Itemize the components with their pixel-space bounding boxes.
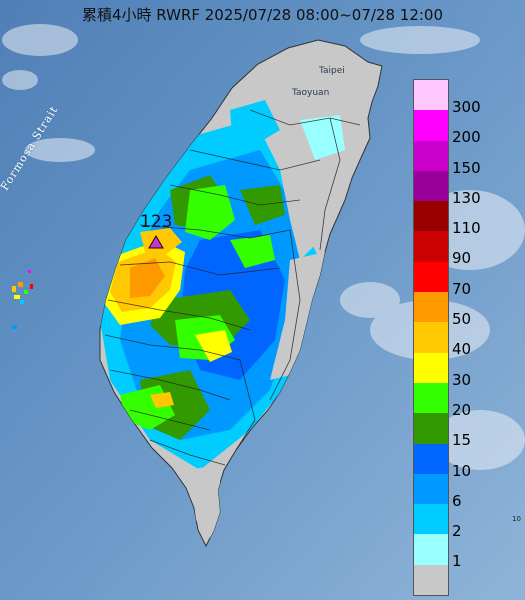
legend-label: 150: [452, 158, 481, 177]
legend-swatch: [414, 322, 448, 353]
legend-swatch: [414, 140, 448, 171]
legend-label: 15: [452, 431, 472, 450]
legend-swatch: [414, 382, 448, 414]
color-legend: [413, 79, 449, 597]
rainfall-field: [100, 60, 370, 540]
legend-label: 130: [452, 188, 481, 207]
legend-label: 6: [452, 491, 462, 510]
legend-label: 2: [452, 522, 462, 541]
penghu-islands: [12, 270, 33, 329]
legend-swatch: [414, 473, 448, 505]
legend-swatch: [414, 292, 448, 323]
legend-swatch: [414, 443, 448, 474]
legend-labels: 300 200 150 130 110 90 70 50 40 30 20 15 10 6 2 1: [452, 79, 512, 594]
legend-swatch: [414, 231, 448, 262]
legend-swatch: [414, 261, 448, 293]
legend-swatch: [414, 564, 448, 596]
legend-label: 1: [452, 552, 462, 571]
legend-swatch: [414, 170, 448, 202]
legend-swatch: [414, 413, 448, 444]
legend-label: 90: [452, 249, 472, 268]
map-title: 累積4小時 RWRF 2025/07/28 08:00~07/28 12:00: [81, 6, 444, 24]
legend-label: 200: [452, 128, 481, 147]
legend-swatch: [414, 504, 448, 535]
legend-label: 110: [452, 219, 481, 238]
legend-label: 40: [452, 340, 472, 359]
county-boundaries: [104, 109, 361, 466]
legend-label: 20: [452, 400, 472, 419]
legend-label: 30: [452, 370, 472, 389]
legend-swatch: [414, 80, 448, 111]
legend-swatch: [414, 110, 448, 141]
place-label-taoyuan: Taoyuan: [292, 88, 330, 98]
legend-label: [452, 577, 512, 600]
legend-label: 70: [452, 279, 472, 298]
legend-label: 50: [452, 310, 472, 329]
legend-label: 300: [452, 98, 481, 116]
legend-swatch: [414, 201, 448, 232]
legend-swatch: [414, 534, 448, 565]
legend-label: 10: [452, 461, 472, 480]
triangle-marker-icon: [148, 235, 164, 249]
legend-swatch: [414, 352, 448, 383]
corner-label: 10: [512, 515, 521, 523]
max-rainfall-value: 123: [140, 212, 173, 232]
place-label-taipei: Taipei: [319, 66, 345, 76]
